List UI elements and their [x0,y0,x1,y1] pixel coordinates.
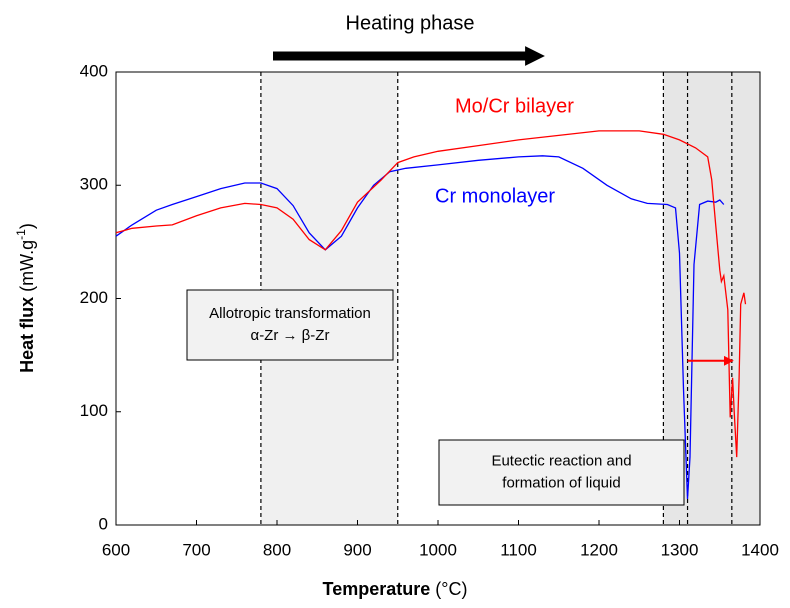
x-tick-label: 600 [102,540,130,559]
x-tick-label: 1300 [661,540,699,559]
annotation-box [186,289,394,361]
heading: Heating phase [346,12,475,34]
legend-label: Cr monolayer [435,185,555,207]
data-line [115,155,725,500]
x-tick-label: 1000 [419,540,457,559]
x-tick-label: 700 [182,540,210,559]
y-axis-label: Heat flux (mW.g-1) [14,223,37,373]
x-tick-label: 1400 [741,540,779,559]
y-tick-label: 300 [80,175,108,194]
x-tick-label: 1100 [500,540,537,559]
x-tick-label: 800 [263,540,291,559]
annotation-text: α-Zr → β-Zr [251,327,330,344]
annotation-text: Eutectic reaction and [491,452,631,469]
y-tick-label: 400 [80,61,108,80]
y-tick-label: 0 [99,514,108,533]
x-axis-label: Temperature (°C) [323,579,468,599]
annotation-text: formation of liquid [502,474,620,491]
annotation-box [438,439,685,506]
x-tick-label: 1200 [580,540,618,559]
data-line [115,130,747,458]
y-tick-label: 200 [80,288,108,307]
annotation-text: Allotropic transformation [209,305,371,322]
legend-label: Mo/Cr bilayer [455,95,574,117]
x-tick-label: 900 [343,540,371,559]
y-tick-label: 100 [80,401,108,420]
